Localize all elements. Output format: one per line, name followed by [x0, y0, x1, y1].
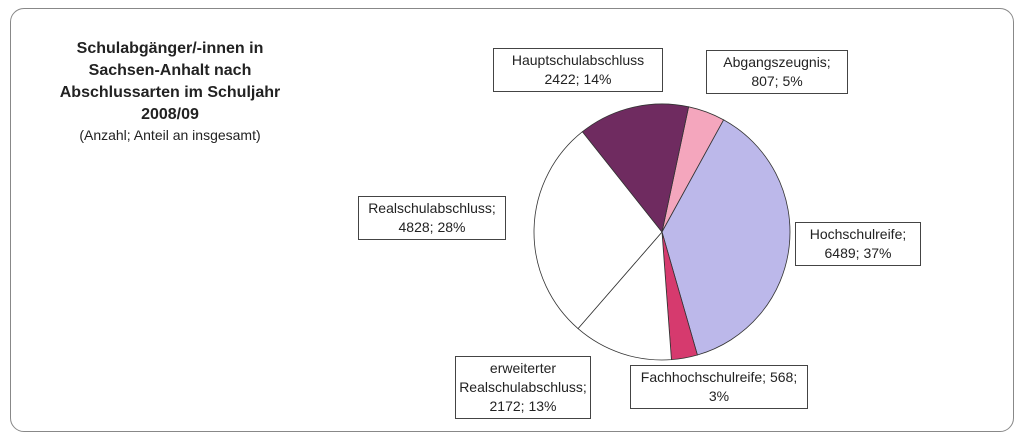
pie-slice	[581, 103, 690, 233]
label-category: Realschulabschluss;	[368, 200, 496, 216]
frame	[10, 8, 1014, 432]
label-category: Hauptschulabschluss	[511, 52, 645, 68]
chart-title: Schulabgänger/-innen in Sachsen-Anhalt n…	[59, 40, 281, 123]
label-category: Hochschulreife;	[809, 226, 907, 242]
label-value: 2422; 14%	[544, 71, 612, 87]
slice-label: Hochschulreife; 6489; 37%	[795, 222, 921, 266]
label-value: 6489; 37%	[824, 245, 892, 261]
label-category: Abgangszeugnis;	[723, 54, 831, 70]
pie-slice	[577, 231, 672, 361]
label-value: 807; 5%	[751, 73, 803, 89]
label-value: 2172; 13%	[489, 398, 557, 414]
chart-subtitle: (Anzahl; Anteil an insgesamt)	[79, 127, 261, 143]
label-category: Fachhochschulreife;	[640, 369, 767, 385]
pie-slice	[533, 131, 663, 330]
slice-label: Fachhochschulreife; 568; 3%	[630, 365, 808, 409]
pie-slice	[661, 119, 791, 356]
label-value: 568; 3%	[708, 369, 798, 404]
slice-label: Realschulabschluss; 4828; 28%	[358, 196, 506, 240]
label-value: 4828; 28%	[398, 219, 466, 235]
slice-label: Hauptschulabschluss 2422; 14%	[493, 48, 663, 92]
slice-label: erweiterter Realschulabschluss; 2172; 13…	[455, 356, 591, 419]
slice-label: Abgangszeugnis; 807; 5%	[706, 50, 848, 94]
label-category: erweiterter Realschulabschluss;	[459, 360, 587, 395]
